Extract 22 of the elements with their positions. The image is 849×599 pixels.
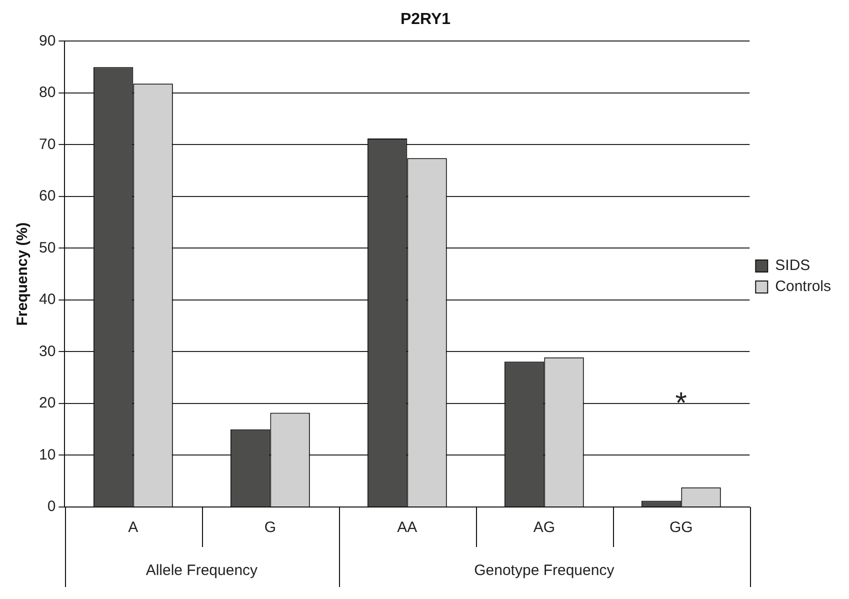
y-tick-label: 0	[47, 498, 56, 516]
y-axis-title: Frequency (%)	[14, 222, 32, 326]
y-tick-label: 50	[38, 239, 56, 256]
y-tick-label: 90	[38, 32, 56, 50]
y-tick-label: 40	[38, 291, 56, 308]
text: Genotype Frequency	[474, 562, 615, 580]
y-tick-label: 80	[38, 84, 56, 102]
annotation: *	[675, 386, 688, 420]
y-tick-label: 20	[38, 394, 56, 412]
x-tick-label: A	[128, 519, 138, 536]
x-tick-label: AA	[397, 519, 418, 536]
chart-title: P2RY1	[400, 11, 451, 28]
y-tick-label: 10	[38, 446, 56, 464]
x-tick-label: AG	[533, 519, 555, 536]
text: Allele Frequency	[146, 562, 258, 580]
legend-label: Controls	[775, 278, 832, 296]
x-tick-label: G	[264, 519, 276, 536]
x-tick-label: GG	[669, 519, 693, 536]
y-tick-label: 30	[38, 342, 56, 360]
legend-label: SIDS	[775, 257, 810, 274]
y-tick-label: 60	[38, 188, 56, 205]
y-tick-label: 70	[38, 136, 56, 153]
